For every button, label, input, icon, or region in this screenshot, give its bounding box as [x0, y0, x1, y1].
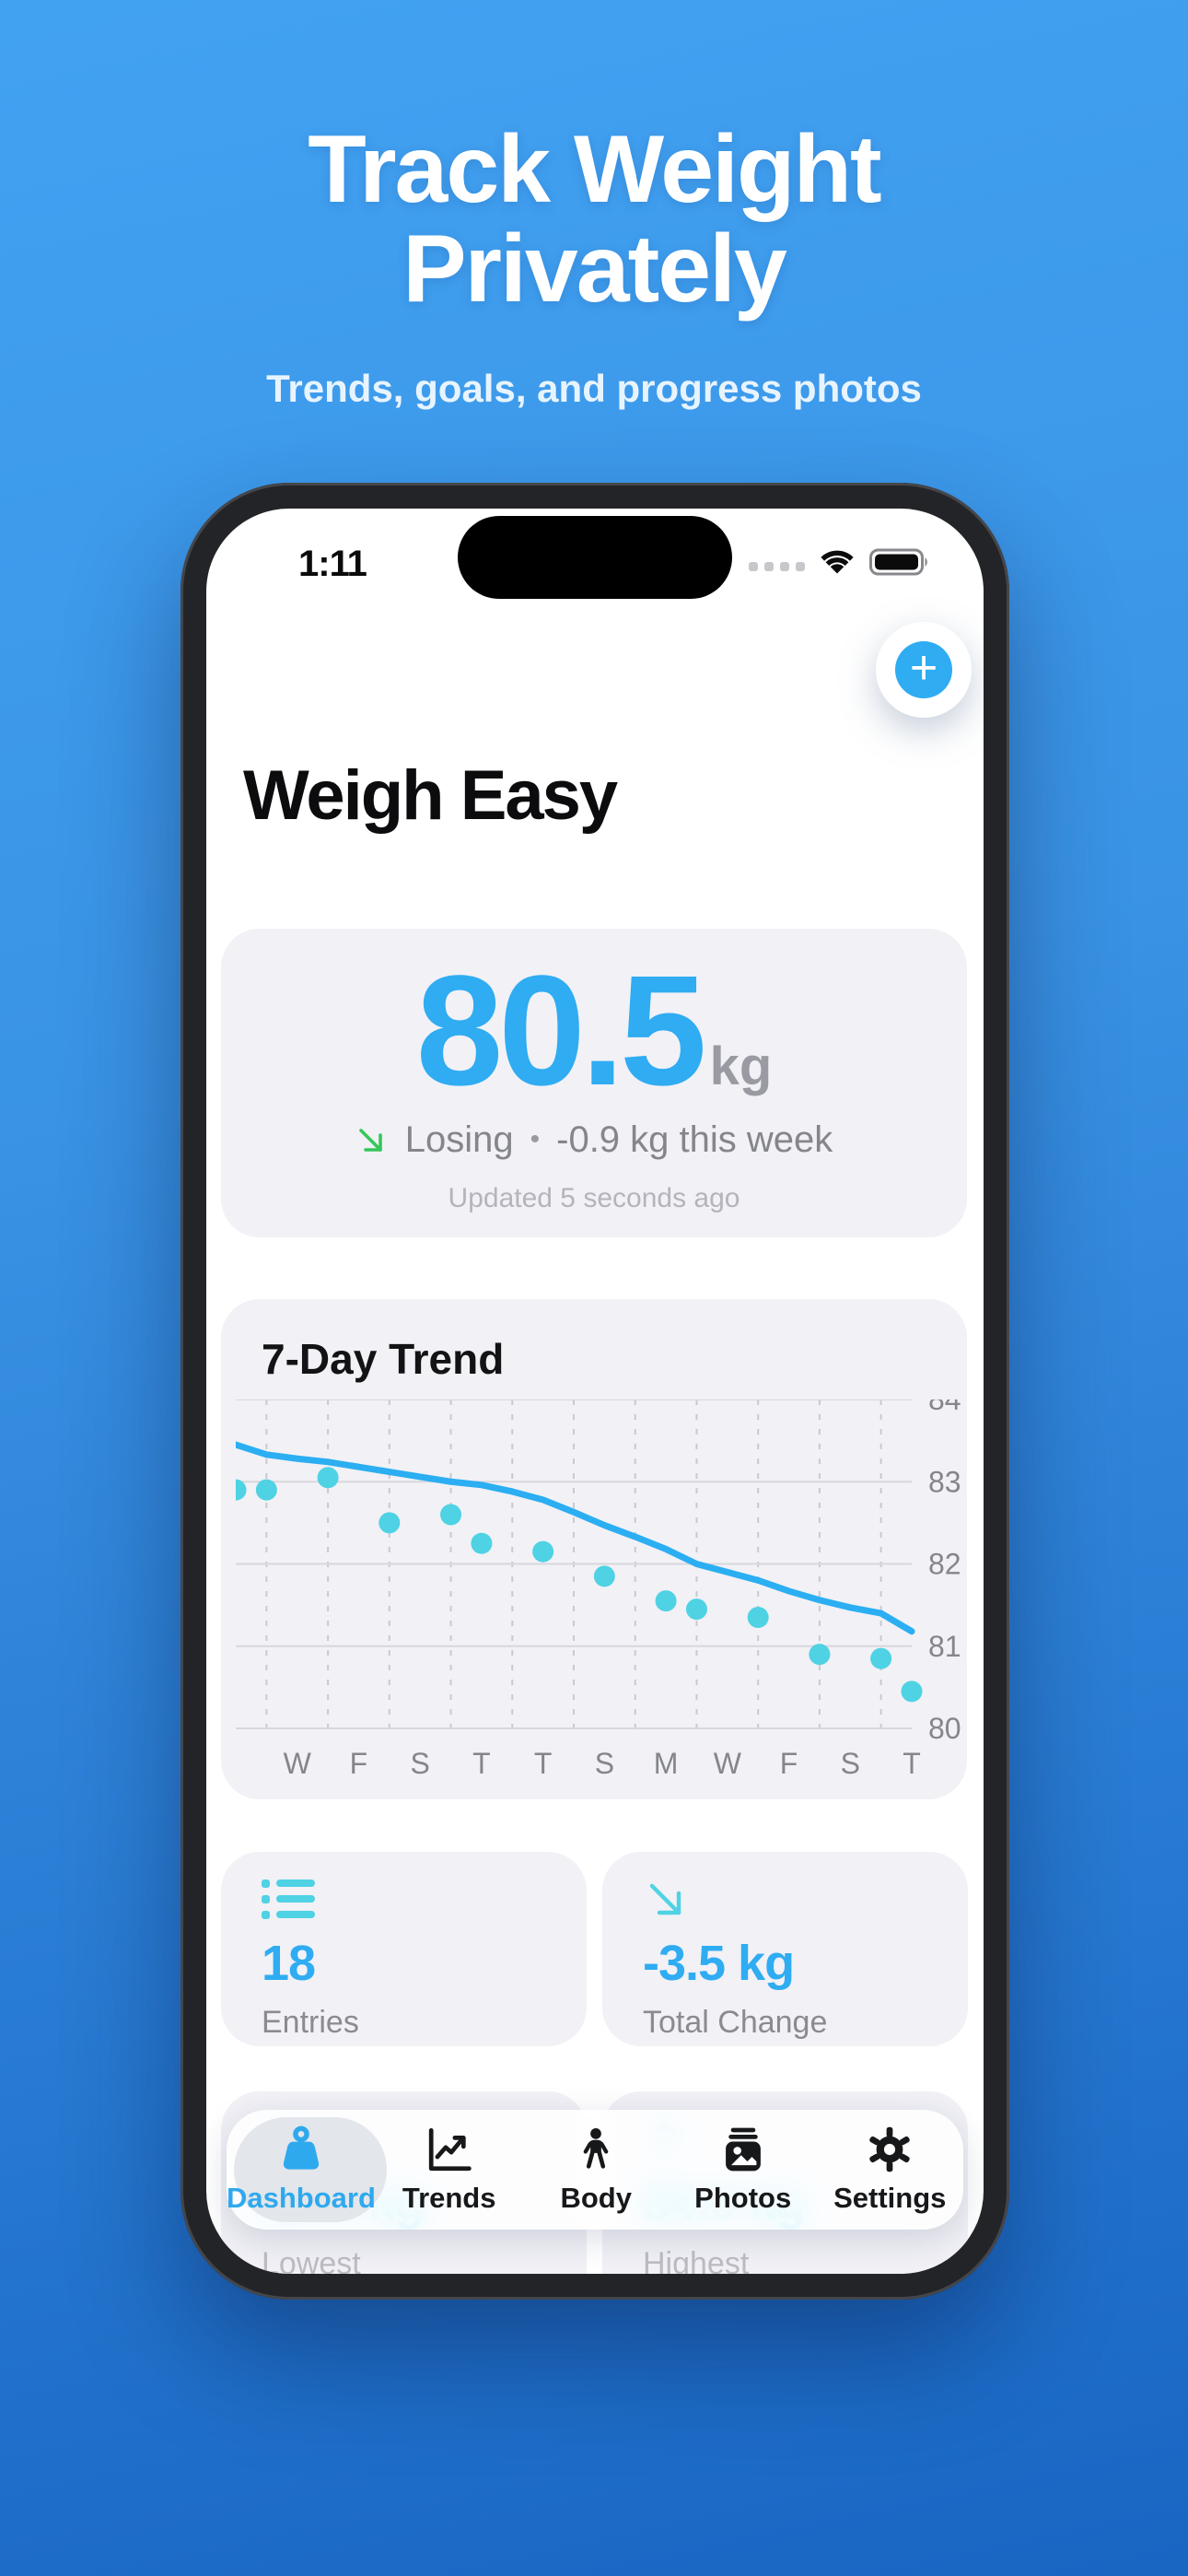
entries-count: 18 — [262, 1936, 316, 1991]
current-weight-row: 80.5 kg — [221, 949, 967, 1114]
arrow-down-right-icon — [355, 1123, 389, 1156]
page-title: Weigh Easy — [243, 756, 618, 835]
photos-icon — [725, 2127, 761, 2172]
trend-label: Losing — [404, 1118, 514, 1160]
entries-label: Entries — [262, 2005, 359, 2040]
add-button-glow: + — [876, 622, 972, 718]
total-change-stat-card: -3.5 kg Total Change — [602, 1852, 968, 2046]
tab-body-label: Body — [560, 2182, 632, 2214]
svg-text:S: S — [841, 1747, 860, 1780]
svg-text:80: 80 — [928, 1712, 961, 1745]
current-weight-value: 80.5 — [415, 943, 707, 1118]
svg-text:82: 82 — [928, 1548, 961, 1581]
svg-text:M: M — [654, 1747, 679, 1780]
gear-icon — [869, 2126, 910, 2172]
person-icon — [583, 2128, 609, 2169]
highest-label: Highest — [643, 2246, 750, 2274]
cellular-dots-icon — [749, 562, 805, 571]
weight-icon — [283, 2125, 320, 2170]
list-icon — [262, 1878, 587, 1922]
svg-text:S: S — [411, 1747, 430, 1780]
total-change-value: -3.5 kg — [643, 1936, 795, 1991]
trend-chart-svg: 84 83 82 81 80 W F S T T S M W F S T — [236, 1399, 961, 1780]
tab-photos[interactable]: Photos — [670, 2110, 817, 2230]
svg-text:T: T — [472, 1747, 491, 1780]
svg-text:84: 84 — [928, 1399, 961, 1416]
tab-body[interactable]: Body — [522, 2110, 670, 2230]
hero-title-line1: Track Weight — [308, 116, 881, 223]
hero-subtitle: Trends, goals, and progress photos — [266, 367, 922, 411]
svg-text:F: F — [350, 1747, 368, 1780]
trend-row: Losing • -0.9 kg this week — [221, 1119, 967, 1161]
tab-bar: Dashboard Trends Body — [227, 2110, 963, 2230]
trend-chart-icon — [428, 2127, 472, 2172]
weekly-change: -0.9 kg this week — [556, 1118, 833, 1160]
hero-section: Track Weight Privately Trends, goals, an… — [0, 120, 1188, 411]
tab-settings-label: Settings — [833, 2182, 947, 2214]
tab-trends[interactable]: Trends — [376, 2110, 523, 2230]
separator-dot: • — [530, 1124, 541, 1154]
chart-title: 7-Day Trend — [262, 1335, 505, 1383]
hero-title-line2: Privately — [402, 216, 787, 323]
tab-settings[interactable]: Settings — [816, 2110, 963, 2230]
status-icons — [749, 547, 930, 577]
current-weight-card: 80.5 kg Losing • -0.9 kg this week Updat… — [221, 929, 967, 1237]
tab-dashboard[interactable]: Dashboard — [227, 2110, 387, 2230]
current-weight-unit: kg — [709, 1036, 773, 1096]
add-entry-button[interactable]: + — [895, 641, 952, 698]
trend-chart-card: 7-Day Trend 84 83 82 81 80 W F S T T S M W F S T — [221, 1299, 967, 1799]
svg-text:W: W — [714, 1747, 742, 1780]
svg-text:81: 81 — [928, 1630, 961, 1663]
updated-timestamp: Updated 5 seconds ago — [448, 1182, 740, 1213]
total-change-label: Total Change — [643, 2005, 828, 2040]
phone-frame: 1:11 — [181, 483, 1009, 2300]
wifi-icon — [818, 547, 856, 577]
svg-text:T: T — [903, 1747, 921, 1780]
svg-text:83: 83 — [928, 1465, 961, 1498]
battery-icon — [869, 547, 930, 577]
lowest-label: Lowest — [262, 2246, 361, 2274]
arrow-down-right-icon — [643, 1878, 968, 1922]
phone-screen: 1:11 — [206, 509, 984, 2274]
svg-text:S: S — [595, 1747, 614, 1780]
tab-dashboard-label: Dashboard — [227, 2182, 376, 2214]
entries-stat-card: 18 Entries — [221, 1852, 587, 2046]
svg-text:W: W — [284, 1747, 312, 1780]
tab-photos-label: Photos — [694, 2182, 792, 2214]
hero-title: Track Weight Privately — [0, 120, 1188, 319]
dynamic-island — [458, 516, 732, 599]
status-time: 1:11 — [298, 544, 367, 584]
svg-text:T: T — [534, 1747, 553, 1780]
status-bar: 1:11 — [206, 544, 984, 584]
active-tab-pill — [234, 2117, 387, 2222]
svg-text:F: F — [780, 1747, 798, 1780]
tab-trends-label: Trends — [402, 2182, 496, 2214]
